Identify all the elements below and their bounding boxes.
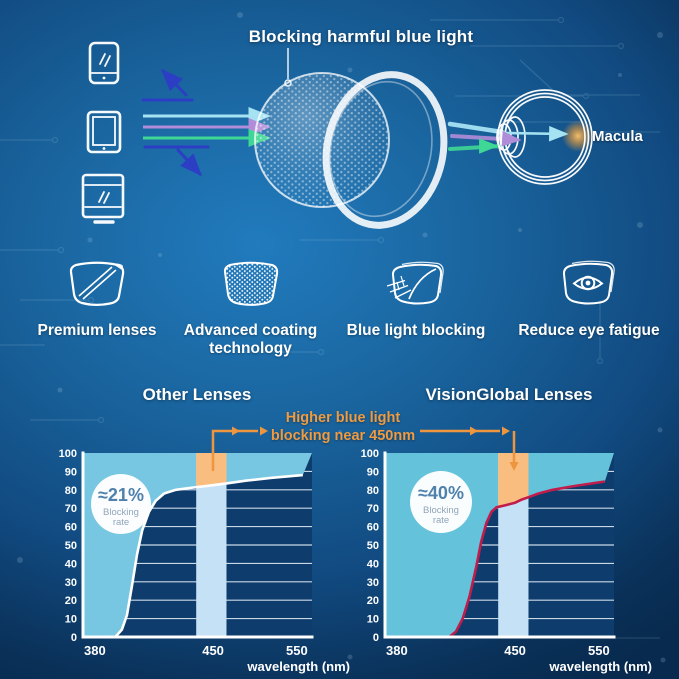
y-tick-label: 80 (65, 485, 77, 497)
other-lenses-chart: 0 10 20 30 40 50 60 70 80 90 100 380 450 550wavelengt… (59, 448, 350, 674)
axes (383, 451, 616, 639)
x-tick-label: 550 (588, 643, 610, 658)
blocking-rate-badge (91, 474, 151, 534)
feature-blue-light-blocking: Blue light blocking (341, 258, 491, 340)
blocking-rate-curve (385, 480, 605, 639)
y-tick-label: 20 (65, 595, 77, 607)
y-tick-label: 50 (65, 540, 77, 552)
y-tick-label: 10 (367, 614, 379, 626)
x-tick-label: 550 (286, 643, 308, 658)
left-chart-title: Other Lenses (142, 385, 252, 404)
feature-premium-lenses: Premium lenses (31, 258, 163, 340)
badge-label: rate (433, 515, 449, 526)
ray-to-macula (504, 125, 569, 142)
feature-reduce-eye-fatigue: Reduce eye fatigue (509, 258, 669, 340)
reflected-blue-light-arrows (141, 68, 210, 177)
y-tick-label: 60 (65, 522, 77, 534)
y-tick-label: 100 (59, 448, 77, 460)
y-tick-label: 90 (367, 466, 379, 478)
y-tick-label: 70 (65, 503, 77, 515)
y-tick-label: 0 (373, 632, 379, 644)
feature-label: Advanced coating technology (183, 322, 318, 357)
striped-lens-icon (69, 261, 125, 306)
right-chart-title: VisionGlobal Lenses (425, 385, 593, 404)
x-tick-label: 380 (386, 643, 408, 658)
badge-label: Blocking (103, 507, 139, 518)
y-tick-label: 90 (65, 466, 77, 478)
feature-label: Reduce eye fatigue (518, 322, 660, 339)
annotation-line1: Higher blue light (285, 410, 401, 426)
feature-label: Premium lenses (37, 322, 157, 339)
macula-glow (562, 120, 594, 152)
x-tick-label: 450 (202, 643, 224, 658)
x-axis-label: wavelength (nm) (246, 659, 350, 674)
y-tick-label: 100 (361, 448, 379, 460)
feature-label: Blue light blocking (346, 322, 486, 339)
incoming-light-beams (143, 107, 271, 147)
coated-lens-icon (223, 261, 278, 306)
monitor-icon (81, 173, 125, 224)
y-tick-label: 30 (65, 577, 77, 589)
y-tick-label: 10 (65, 614, 77, 626)
phone-icon (88, 41, 120, 85)
tablet-icon (86, 110, 122, 154)
x-axis-label: wavelength (nm) (548, 659, 652, 674)
y-tick-label: 20 (367, 595, 379, 607)
macula-label: Macula (592, 128, 643, 145)
coated-lens-3d (254, 71, 448, 229)
title-leader-line (284, 48, 292, 87)
annotation-line2: blocking near 450nm (270, 427, 416, 444)
blocking-rate-curve (83, 473, 303, 639)
badge-value: ≈21% (98, 485, 144, 505)
lens-diagram (81, 41, 594, 229)
visionglobal-lenses-chart: 0 10 20 30 40 50 60 70 80 90 100 380 450 550wavelengt… (361, 448, 652, 674)
blocking-rate-badge (410, 471, 472, 533)
x-tick-label: 450 (504, 643, 526, 658)
y-tick-label: 50 (367, 540, 379, 552)
x-tick-label: 380 (84, 643, 106, 658)
y-tick-label: 60 (367, 522, 379, 534)
blocking-lens-icon (386, 261, 444, 305)
badge-label: rate (113, 517, 129, 528)
axes (81, 451, 314, 639)
badge-value: ≈40% (418, 483, 464, 503)
eye-diagram (479, 89, 594, 185)
y-tick-label: 0 (71, 632, 77, 644)
y-tick-label: 30 (367, 577, 379, 589)
y-tick-label: 80 (367, 485, 379, 497)
highlight-orange-block (196, 453, 227, 488)
y-tick-label: 40 (65, 558, 77, 570)
y-tick-label: 70 (367, 503, 379, 515)
badge-label: Blocking (423, 505, 459, 516)
highlight-orange-block (498, 453, 529, 507)
eye-lens-icon (562, 260, 615, 305)
annotation-higher-blocking: Higher blue light blocking near 450nm (258, 410, 428, 445)
page-title: Blocking harmful blue light (248, 27, 474, 46)
y-tick-label: 40 (367, 558, 379, 570)
feature-advanced-coating: Advanced coating technology (178, 258, 323, 358)
